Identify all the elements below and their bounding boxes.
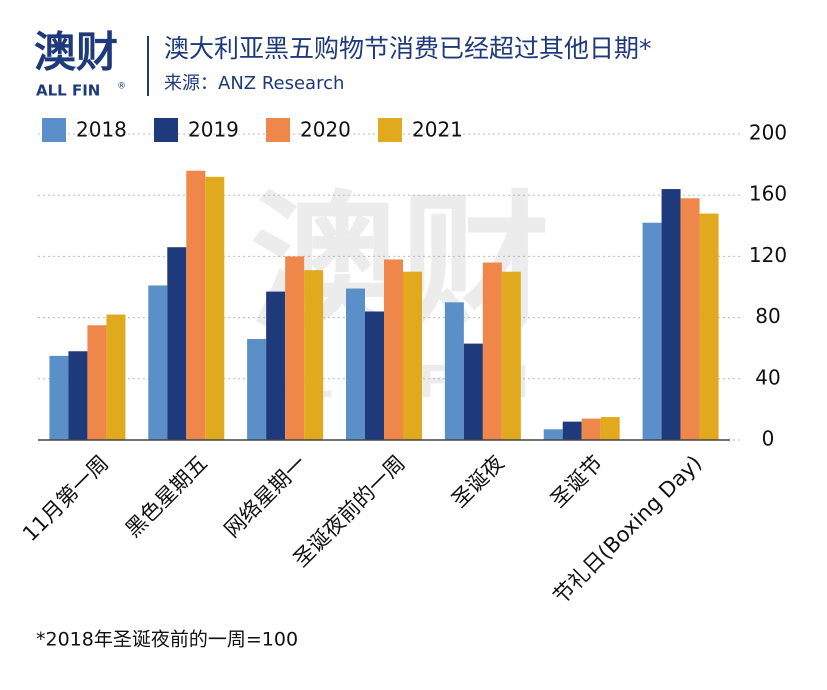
legend-swatch — [154, 118, 178, 142]
bar — [444, 302, 464, 440]
legend-swatch — [378, 118, 402, 142]
legend-label: 2020 — [300, 118, 351, 142]
logo-sub: ALL FIN — [36, 82, 100, 100]
y-tick-label: 200 — [749, 121, 787, 145]
bar — [482, 262, 502, 440]
chart-title: 澳大利亚黑五购物节消费已经超过其他日期* — [164, 34, 652, 63]
bar — [148, 285, 168, 440]
bar — [106, 314, 126, 440]
bar — [581, 418, 601, 440]
bar — [186, 170, 206, 440]
legend-label: 2018 — [76, 118, 127, 142]
y-tick-label: 160 — [749, 182, 787, 206]
y-tick-label: 40 — [755, 365, 780, 389]
bar — [543, 429, 563, 440]
bar — [247, 339, 267, 440]
bar — [661, 189, 681, 440]
bar — [304, 270, 324, 440]
legend-label: 2021 — [412, 118, 463, 142]
y-tick-label: 80 — [755, 304, 780, 328]
bar — [501, 271, 521, 440]
bar — [600, 417, 620, 440]
bar — [562, 421, 582, 440]
bar — [87, 325, 107, 440]
chart-subtitle: 来源：ANZ Research — [164, 73, 344, 94]
bar — [68, 351, 88, 440]
footnote: *2018年圣诞夜前的一周=100 — [36, 629, 298, 651]
bar — [699, 213, 719, 440]
bar — [642, 222, 662, 440]
bar — [680, 198, 700, 440]
bar — [167, 247, 187, 440]
legend-swatch — [42, 118, 66, 142]
legend-label: 2019 — [188, 118, 239, 142]
y-tick-label: 0 — [762, 427, 775, 451]
legend-swatch — [266, 118, 290, 142]
logo-reg: ® — [117, 82, 126, 92]
bar — [384, 259, 403, 440]
y-tick-label: 120 — [749, 243, 787, 267]
bar — [403, 271, 422, 440]
bar — [285, 256, 305, 440]
bar — [463, 343, 483, 440]
bar — [49, 355, 69, 440]
bar — [205, 176, 225, 440]
logo: 澳财 — [34, 28, 118, 77]
bar — [365, 311, 384, 440]
bar — [346, 288, 365, 440]
bar — [266, 291, 286, 440]
